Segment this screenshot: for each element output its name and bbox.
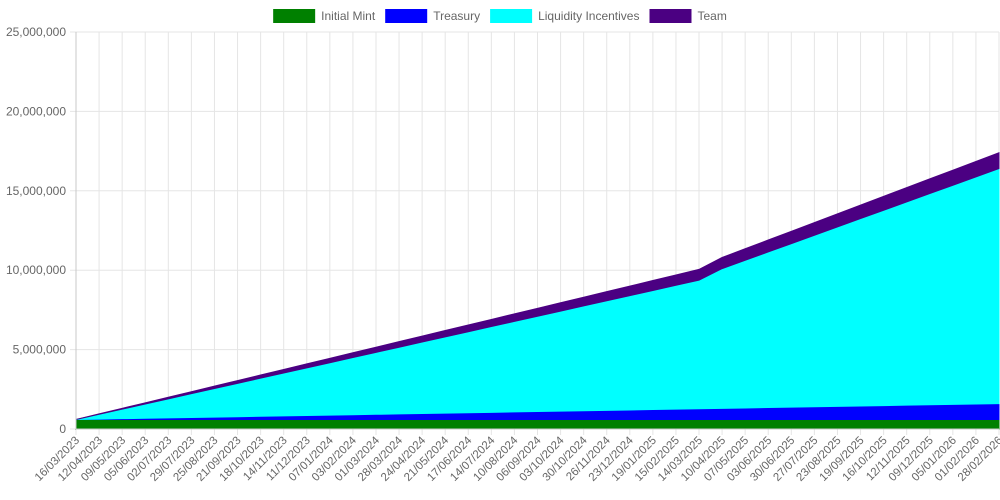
y-tick-label: 10,000,000 [6,263,66,277]
legend-label: Team [697,9,726,23]
y-tick-label: 5,000,000 [13,343,67,357]
legend-swatch [649,9,692,23]
x-axis-ticks: 16/03/202312/04/202309/05/202305/06/2023… [33,434,1000,484]
y-tick-label: 20,000,000 [6,104,66,118]
axes [75,32,999,430]
legend-swatch [490,9,533,23]
legend-swatch [273,9,316,23]
legend-item-liquidity-incentives[interactable]: Liquidity Incentives [490,9,639,23]
legend: Initial Mint Treasury Liquidity Incentives… [273,9,727,23]
legend-item-team[interactable]: Team [649,9,727,23]
legend-item-treasury[interactable]: Treasury [385,9,480,23]
legend-label: Treasury [433,9,480,23]
area-initial-mint [75,418,1000,430]
y-tick-label: 25,000,000 [6,25,66,39]
y-tick-label: 0 [59,422,66,436]
legend-label: Initial Mint [321,9,376,23]
y-tick-label: 15,000,000 [6,184,66,198]
area-team [75,151,1000,420]
legend-item-initial-mint[interactable]: Initial Mint [273,9,376,23]
legend-swatch [385,9,428,23]
legend-label: Liquidity Incentives [538,9,639,23]
y-axis-ticks: 0 5,000,000 10,000,000 15,000,000 20,000,000… [6,25,66,436]
